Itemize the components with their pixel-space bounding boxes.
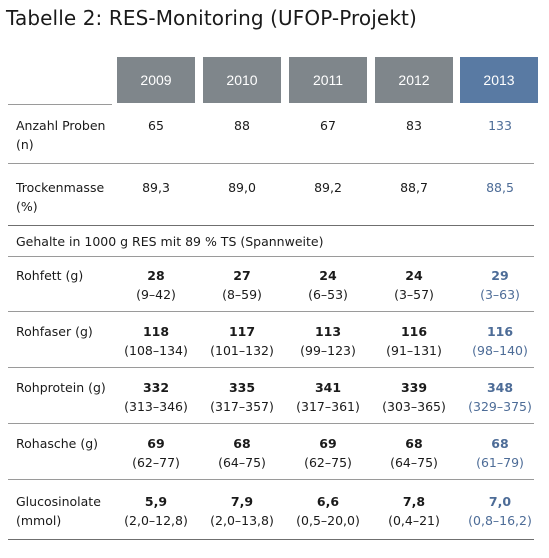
table-bottom-rule bbox=[8, 539, 534, 540]
cell-value-highlight: 88,5 bbox=[486, 180, 514, 195]
cell-value: 24 (3–57) bbox=[394, 268, 434, 302]
section-note-rule bbox=[8, 256, 534, 257]
row-divider bbox=[8, 163, 534, 164]
cell-value: 68 (64–75) bbox=[218, 436, 266, 470]
cell-value: 27 (8–59) bbox=[222, 268, 262, 302]
cell-value: 89,0 bbox=[228, 180, 256, 195]
cell-value: 83 bbox=[406, 118, 422, 133]
cell-value: 118 (108–134) bbox=[124, 324, 188, 358]
cell-value: 6,6 (0,5–20,0) bbox=[296, 494, 360, 528]
cell-value: 69 (62–77) bbox=[132, 436, 180, 470]
year-header-2011: 2011 bbox=[289, 57, 367, 103]
row-divider bbox=[8, 479, 534, 480]
year-header-2012: 2012 bbox=[375, 57, 453, 103]
cell-value: 113 (99–123) bbox=[300, 324, 356, 358]
row-label-trockenmasse: Trockenmasse (%) bbox=[16, 180, 105, 214]
cell-value: 28 (9–42) bbox=[136, 268, 176, 302]
cell-value: 88,7 bbox=[400, 180, 428, 195]
cell-value: 68 (64–75) bbox=[390, 436, 438, 470]
cell-value: 339 (303–365) bbox=[382, 380, 446, 414]
row-label-glucosinolate: Glucosinolate (mmol) bbox=[16, 494, 101, 528]
cell-value: 7,9 (2,0–13,8) bbox=[210, 494, 274, 528]
cell-value-highlight: 29 (3–63) bbox=[480, 268, 520, 302]
row-label-rohfett: Rohfett (g) bbox=[16, 268, 84, 283]
row-divider bbox=[8, 367, 534, 368]
row-divider bbox=[8, 423, 534, 424]
header-rule bbox=[8, 104, 112, 105]
cell-value: 24 (6–53) bbox=[308, 268, 348, 302]
cell-value: 117 (101–132) bbox=[210, 324, 274, 358]
cell-value-highlight: 7,0 (0,8–16,2) bbox=[468, 494, 532, 528]
row-divider bbox=[8, 311, 534, 312]
table-title: Tabelle 2: RES-Monitoring (UFOP-Projekt) bbox=[6, 6, 417, 30]
row-label-rohasche: Rohasche (g) bbox=[16, 436, 99, 451]
cell-value-highlight: 68 (61–79) bbox=[476, 436, 524, 470]
cell-value-highlight: 348 (329–375) bbox=[468, 380, 532, 414]
section-rule bbox=[8, 225, 534, 226]
cell-value-highlight: 133 bbox=[488, 118, 512, 133]
cell-value: 7,8 (0,4–21) bbox=[388, 494, 440, 528]
cell-value: 65 bbox=[148, 118, 164, 133]
cell-value: 335 (317–357) bbox=[210, 380, 274, 414]
cell-value-highlight: 116 (98–140) bbox=[472, 324, 528, 358]
year-header-2013: 2013 bbox=[460, 57, 538, 103]
cell-value: 89,2 bbox=[314, 180, 342, 195]
cell-value: 116 (91–131) bbox=[386, 324, 442, 358]
cell-value: 69 (62–75) bbox=[304, 436, 352, 470]
cell-value: 5,9 (2,0–12,8) bbox=[124, 494, 188, 528]
row-label-rohprotein: Rohprotein (g) bbox=[16, 380, 106, 395]
section-note: Gehalte in 1000 g RES mit 89 % TS (Spann… bbox=[16, 234, 324, 249]
cell-value: 67 bbox=[320, 118, 336, 133]
cell-value: 332 (313–346) bbox=[124, 380, 188, 414]
cell-value: 341 (317–361) bbox=[296, 380, 360, 414]
cell-value: 89,3 bbox=[142, 180, 170, 195]
cell-value: 88 bbox=[234, 118, 250, 133]
year-header-2009: 2009 bbox=[117, 57, 195, 103]
row-label-rohfaser: Rohfaser (g) bbox=[16, 324, 93, 339]
year-header-2010: 2010 bbox=[203, 57, 281, 103]
row-label-anzahl-proben: Anzahl Proben (n) bbox=[16, 118, 106, 152]
